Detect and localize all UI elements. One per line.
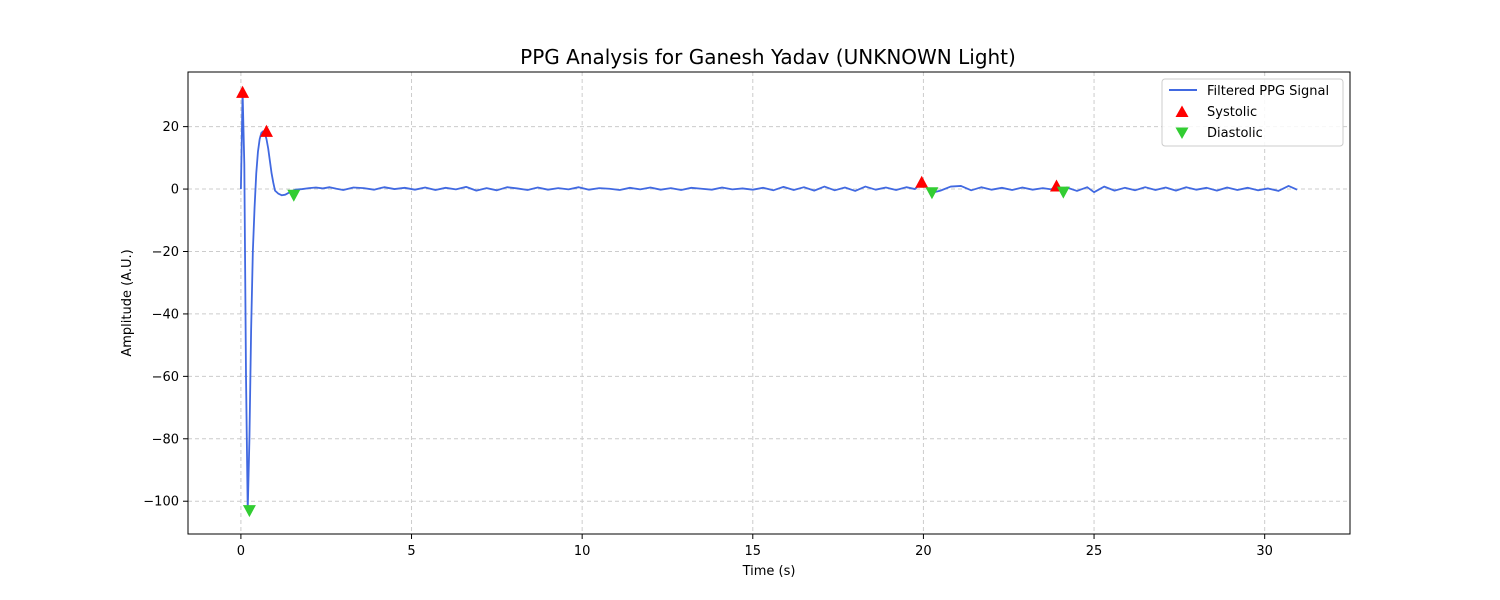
y-tick-label: 20 (162, 120, 179, 135)
y-tick-label: −80 (152, 432, 179, 447)
y-tick-label: −20 (152, 245, 179, 260)
legend-label-systolic: Systolic (1207, 105, 1257, 120)
grid-lines (188, 72, 1350, 534)
diastolic-marker (925, 187, 939, 200)
diastolic-marker (1056, 186, 1070, 199)
systolic-marker (236, 85, 250, 98)
systolic-marker (259, 124, 273, 137)
x-tick-label: 5 (407, 544, 415, 559)
x-tick-label: 10 (574, 544, 591, 559)
legend-label-diastolic: Diastolic (1207, 126, 1263, 141)
x-tick-label: 20 (915, 544, 932, 559)
legend-diastolic-marker (1175, 127, 1189, 139)
diastolic-marker (287, 189, 301, 202)
y-tick-label: −40 (152, 307, 179, 322)
y-tick-label: −100 (143, 495, 179, 510)
legend-label-filtered: Filtered PPG Signal (1207, 84, 1329, 99)
x-tick-label: 0 (237, 544, 245, 559)
legend: Filtered PPG Signal Systolic Diastolic (1161, 78, 1344, 147)
legend-systolic-marker (1175, 105, 1189, 117)
filtered-ppg-line (240, 91, 1298, 512)
systolic-marker (915, 175, 929, 188)
axis-ticks: 0 5 10 15 20 25 30 −100 −80 −60 −40 −20 0 20 (143, 120, 1273, 559)
plot-area-frame (187, 71, 1351, 535)
legend-box (1161, 78, 1344, 147)
chart-title: PPG Analysis for Ganesh Yadav (UNKNOWN L… (520, 45, 1016, 69)
y-tick-label: −60 (152, 370, 179, 385)
y-axis-label: Amplitude (A.U.) (120, 249, 135, 356)
x-tick-label: 25 (1086, 544, 1103, 559)
x-axis-label: Time (s) (742, 564, 796, 579)
series-layer (236, 85, 1298, 518)
x-tick-label: 15 (745, 544, 762, 559)
diastolic-marker (242, 505, 256, 518)
y-tick-label: 0 (171, 183, 179, 198)
x-tick-label: 30 (1256, 544, 1273, 559)
